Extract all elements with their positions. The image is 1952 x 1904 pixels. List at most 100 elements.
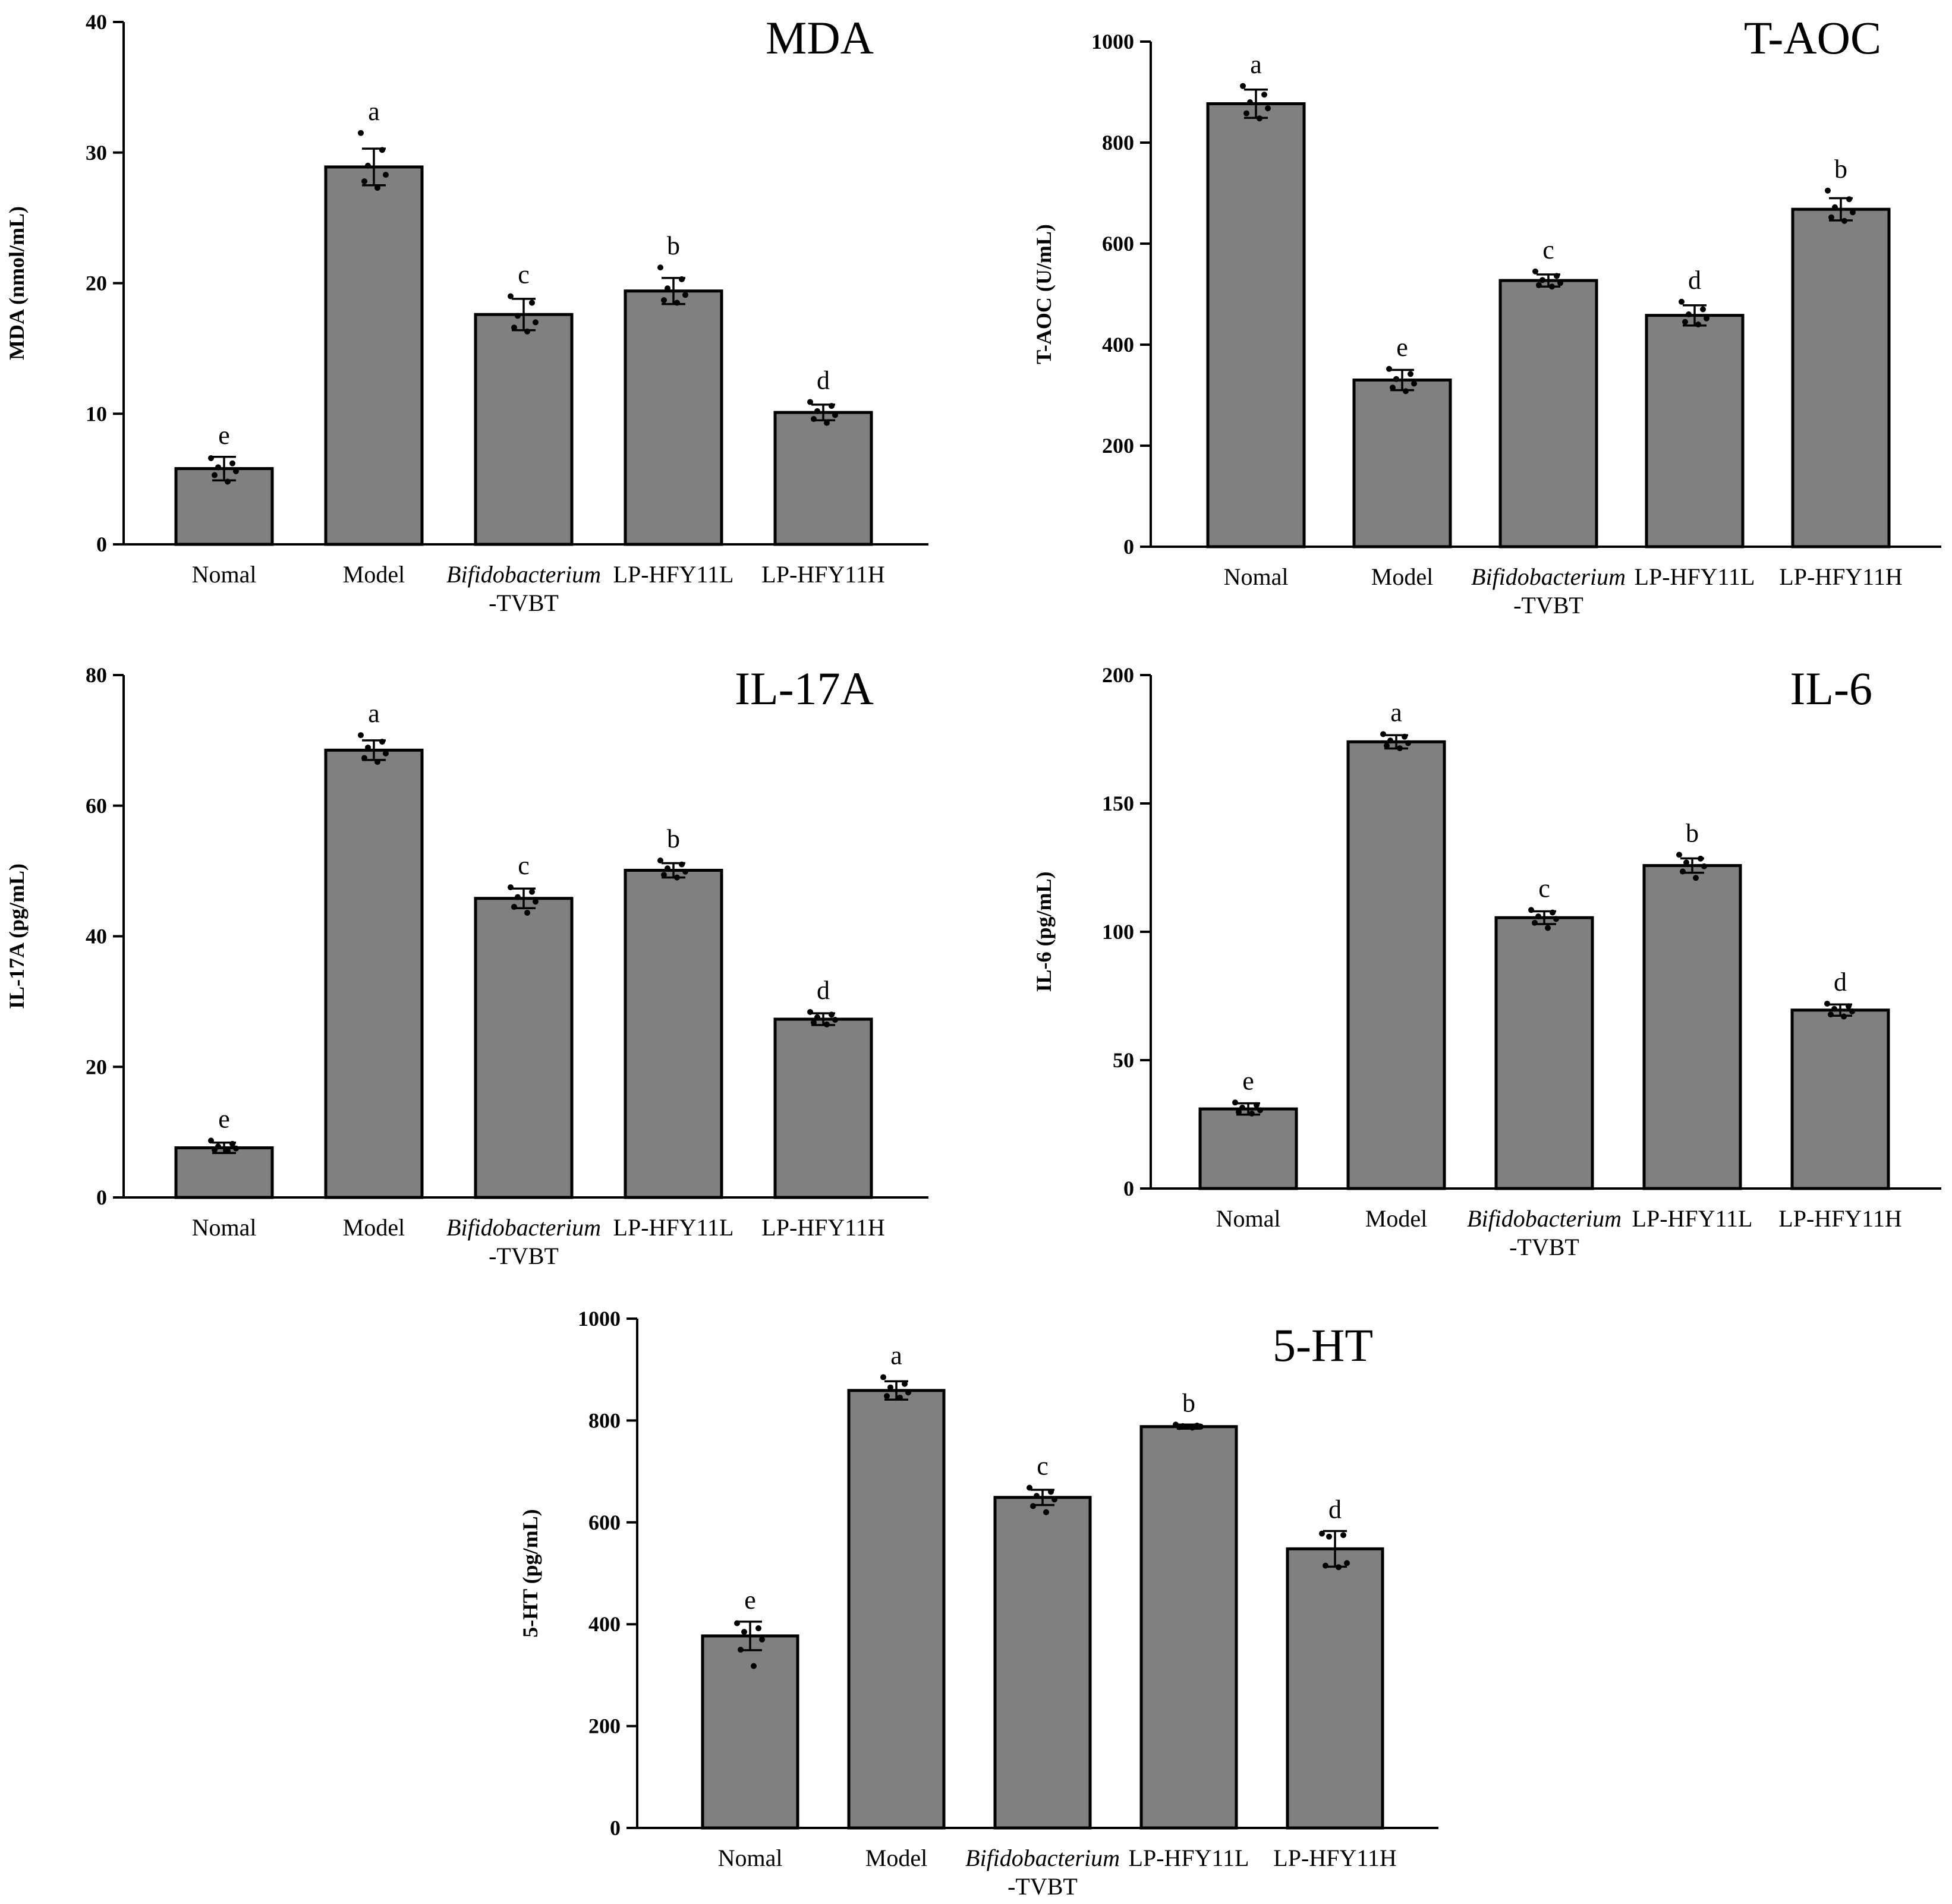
bar xyxy=(1352,379,1452,548)
category-label-line2: -TVBT xyxy=(489,590,559,616)
data-point xyxy=(212,472,218,478)
data-point xyxy=(515,894,521,900)
data-point xyxy=(665,865,670,872)
category-label: Bifidobacterium xyxy=(446,1214,601,1241)
data-point xyxy=(674,300,680,306)
data-point xyxy=(233,1145,239,1152)
data-point xyxy=(208,1137,214,1144)
data-point xyxy=(1336,1564,1342,1571)
y-tick-label: 0 xyxy=(1123,535,1134,559)
data-point xyxy=(1695,321,1701,327)
chart-panel-ht5: 5-HT 0 200 400 600 800 1000 5-HT (pg/mL) e Nomal a… xyxy=(518,1307,1438,1900)
data-point xyxy=(1846,1003,1852,1010)
data-point xyxy=(751,1663,757,1669)
data-point xyxy=(215,464,221,471)
data-point xyxy=(529,888,535,895)
data-point xyxy=(524,328,530,335)
data-point xyxy=(529,300,535,306)
data-point xyxy=(814,1014,820,1020)
significance-label: b xyxy=(667,231,680,260)
category-label: LP-HFY11H xyxy=(1779,563,1902,590)
data-point xyxy=(674,874,680,881)
data-point xyxy=(1828,214,1834,220)
data-point xyxy=(1384,742,1390,749)
significance-label: b xyxy=(667,824,680,853)
category-label-line2: -TVBT xyxy=(489,1243,559,1269)
category-label: Nomal xyxy=(192,1214,257,1241)
bar xyxy=(701,1634,799,1830)
data-point xyxy=(383,172,389,178)
data-point xyxy=(1535,913,1541,920)
y-tick-label: 0 xyxy=(96,1186,107,1209)
y-tick-label: 100 xyxy=(1102,920,1134,944)
data-point xyxy=(884,1393,890,1399)
category-label: Nomal xyxy=(1216,1205,1281,1232)
chart-panel-mda: MDA 0 10 20 30 40 MDA (nmol/mL) e Nomal a Model c Bi… xyxy=(5,10,928,616)
y-tick-label: 40 xyxy=(86,10,107,34)
data-point xyxy=(905,1389,911,1396)
significance-label: c xyxy=(518,260,530,289)
data-point xyxy=(229,460,235,466)
data-point xyxy=(361,178,367,185)
bar xyxy=(1498,279,1598,548)
data-point xyxy=(524,909,530,916)
y-tick-label: 30 xyxy=(86,141,107,165)
chart-title: IL-17A xyxy=(735,663,874,714)
bar xyxy=(474,897,574,1199)
bar xyxy=(1642,864,1742,1190)
significance-label: c xyxy=(1538,874,1550,903)
data-point xyxy=(1676,852,1682,858)
category-label: LP-HFY11H xyxy=(761,561,884,588)
data-point xyxy=(1850,209,1856,216)
bar xyxy=(624,869,723,1199)
data-point xyxy=(1549,283,1555,290)
data-point xyxy=(1243,110,1249,116)
significance-label: b xyxy=(1834,155,1847,184)
significance-label: a xyxy=(890,1341,902,1370)
category-label: Nomal xyxy=(1224,563,1289,590)
category-label: Bifidobacterium xyxy=(1471,563,1626,590)
data-point xyxy=(887,1384,893,1391)
data-point xyxy=(1030,1503,1036,1509)
data-point xyxy=(829,1011,835,1018)
data-point xyxy=(1247,99,1253,105)
data-point xyxy=(1532,268,1538,275)
y-tick-label: 0 xyxy=(610,1816,621,1840)
data-point xyxy=(679,276,685,282)
data-point xyxy=(358,732,364,739)
significance-label: c xyxy=(518,851,530,880)
chart-panel-il6: IL-6 0 50 100 150 200 IL-6 (pg/mL) e Nomal a Model… xyxy=(1032,663,1941,1260)
category-label: Bifidobacterium xyxy=(965,1845,1120,1871)
significance-label: a xyxy=(1390,698,1402,727)
data-point xyxy=(1545,925,1551,931)
y-tick-label: 800 xyxy=(1102,131,1134,155)
data-point xyxy=(811,416,817,423)
data-point xyxy=(1323,1562,1328,1569)
category-label: Model xyxy=(865,1845,927,1871)
data-point xyxy=(1700,306,1706,313)
data-point xyxy=(824,1021,830,1027)
data-point xyxy=(1397,745,1403,752)
data-point xyxy=(1403,388,1409,395)
data-point xyxy=(379,147,385,153)
data-point xyxy=(533,319,539,326)
bar xyxy=(1645,314,1745,548)
significance-label: d xyxy=(817,976,830,1005)
data-point xyxy=(1390,384,1396,391)
data-point xyxy=(682,868,688,875)
y-axis-label: IL-6 (pg/mL) xyxy=(1032,871,1056,992)
data-point xyxy=(1043,1509,1049,1515)
y-tick-label: 20 xyxy=(86,272,107,295)
data-point xyxy=(824,420,830,426)
data-point xyxy=(365,744,371,751)
data-point xyxy=(755,1625,761,1632)
bar xyxy=(1198,1107,1298,1190)
significance-label: d xyxy=(1328,1495,1342,1524)
data-point xyxy=(1034,1493,1040,1499)
data-point xyxy=(897,1394,903,1401)
category-label: LP-HFY11L xyxy=(1635,563,1755,590)
category-label: Model xyxy=(1365,1205,1427,1232)
y-tick-label: 400 xyxy=(1102,333,1134,357)
data-point xyxy=(1249,1110,1255,1117)
significance-label: a xyxy=(1250,50,1262,79)
